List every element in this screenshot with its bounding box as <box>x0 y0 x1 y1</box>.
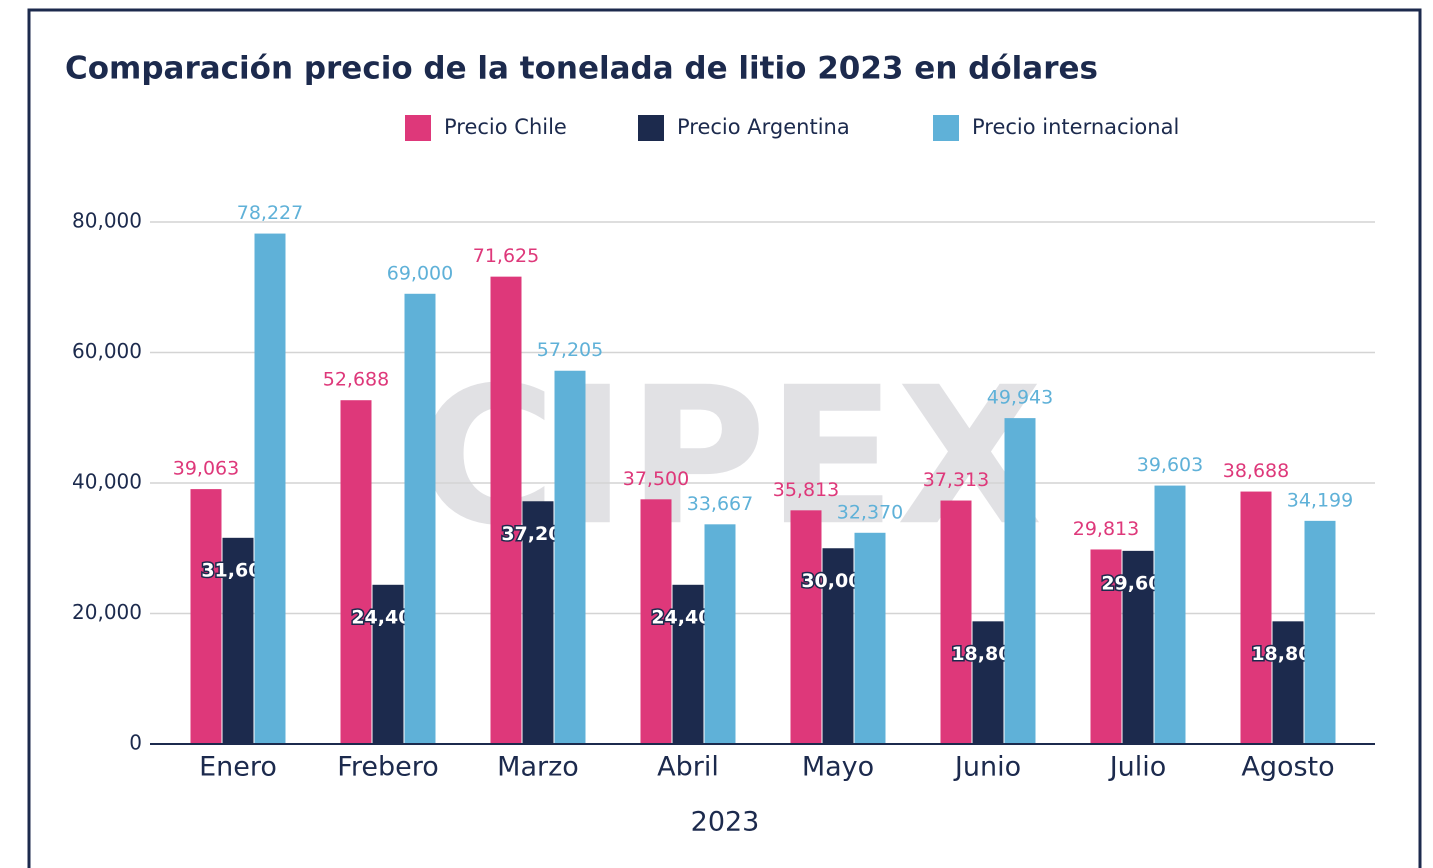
bar <box>1090 549 1122 744</box>
data-label: 29,813 <box>1073 518 1139 540</box>
bar <box>1004 418 1036 744</box>
bar <box>554 370 586 744</box>
bar <box>1122 550 1154 744</box>
data-label: 57,205 <box>537 339 603 361</box>
bar <box>704 524 736 744</box>
data-label: 69,000 <box>387 262 453 284</box>
y-tick-label: 80,000 <box>72 209 142 233</box>
bar <box>340 400 372 744</box>
x-axis-label: 2023 <box>691 807 760 838</box>
bar <box>190 489 222 744</box>
bar <box>490 276 522 744</box>
data-label: 37,313 <box>923 469 989 491</box>
data-label: 34,199 <box>1287 489 1353 511</box>
x-tick-label: Marzo <box>497 752 579 783</box>
bar <box>940 500 972 744</box>
legend-label: Precio internacional <box>972 115 1179 139</box>
x-tick-label: Mayo <box>802 752 874 783</box>
bar <box>822 548 854 744</box>
bar <box>640 499 672 744</box>
x-tick-label: Enero <box>199 752 277 783</box>
bar <box>522 501 554 744</box>
bar <box>222 537 254 744</box>
y-tick-label: 20,000 <box>72 600 142 624</box>
bar <box>404 293 436 744</box>
bar <box>254 233 286 744</box>
bar <box>1154 485 1186 744</box>
bar <box>672 584 704 744</box>
data-label: 38,688 <box>1223 460 1289 482</box>
legend-swatch <box>933 115 959 141</box>
data-label: 35,813 <box>773 479 839 501</box>
data-label: 71,625 <box>473 245 539 267</box>
bar <box>854 532 886 744</box>
x-tick-label: Frebero <box>337 752 438 783</box>
data-label: 37,500 <box>623 468 689 490</box>
legend-label: Precio Argentina <box>677 115 850 139</box>
data-label: 52,688 <box>323 369 389 391</box>
bar <box>372 584 404 744</box>
chart-title: Comparación precio de la tonelada de lit… <box>65 51 1098 87</box>
data-label: 39,603 <box>1137 454 1203 476</box>
data-label: 33,667 <box>687 493 753 515</box>
x-tick-label: Julio <box>1108 752 1167 783</box>
bar <box>1304 520 1336 744</box>
y-tick-label: 40,000 <box>72 470 142 494</box>
bar <box>972 621 1004 744</box>
data-label: 49,943 <box>987 387 1053 409</box>
bar <box>1272 621 1304 744</box>
data-label: 39,063 <box>173 458 239 480</box>
data-label: 32,370 <box>837 501 903 523</box>
data-label: 78,227 <box>237 202 303 224</box>
legend-swatch <box>638 115 664 141</box>
bar <box>1240 491 1272 744</box>
bar <box>790 510 822 744</box>
y-tick-label: 0 <box>129 731 142 755</box>
x-tick-label: Junio <box>953 752 1021 783</box>
legend-swatch <box>405 115 431 141</box>
x-tick-label: Abril <box>657 752 719 783</box>
legend-label: Precio Chile <box>444 115 567 139</box>
x-tick-label: Agosto <box>1241 752 1334 783</box>
y-tick-label: 60,000 <box>72 339 142 363</box>
